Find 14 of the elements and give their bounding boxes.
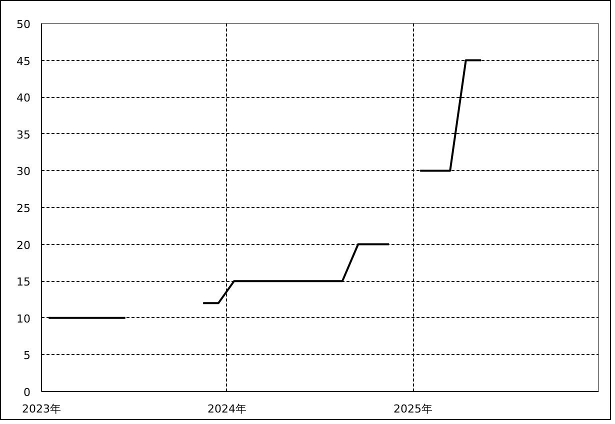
x-tick-label: 2023年 xyxy=(22,402,62,416)
y-tick-label: 50 xyxy=(16,18,31,31)
y-tick-label: 5 xyxy=(24,349,30,362)
x-tick-label: 2024年 xyxy=(208,402,246,416)
y-tick-label: 35 xyxy=(16,128,31,142)
y-tick-label: 10 xyxy=(16,312,31,326)
y-tick-label: 20 xyxy=(16,238,31,252)
y-tick-label: 45 xyxy=(16,54,31,68)
y-tick-label: 40 xyxy=(16,92,31,105)
y-tick-label: 25 xyxy=(16,202,31,215)
y-tick-label: 30 xyxy=(16,165,31,178)
y-tick-label: 15 xyxy=(16,276,31,289)
y-tick-label: 0 xyxy=(24,386,30,399)
x-tick-label: 2025年 xyxy=(394,402,433,416)
